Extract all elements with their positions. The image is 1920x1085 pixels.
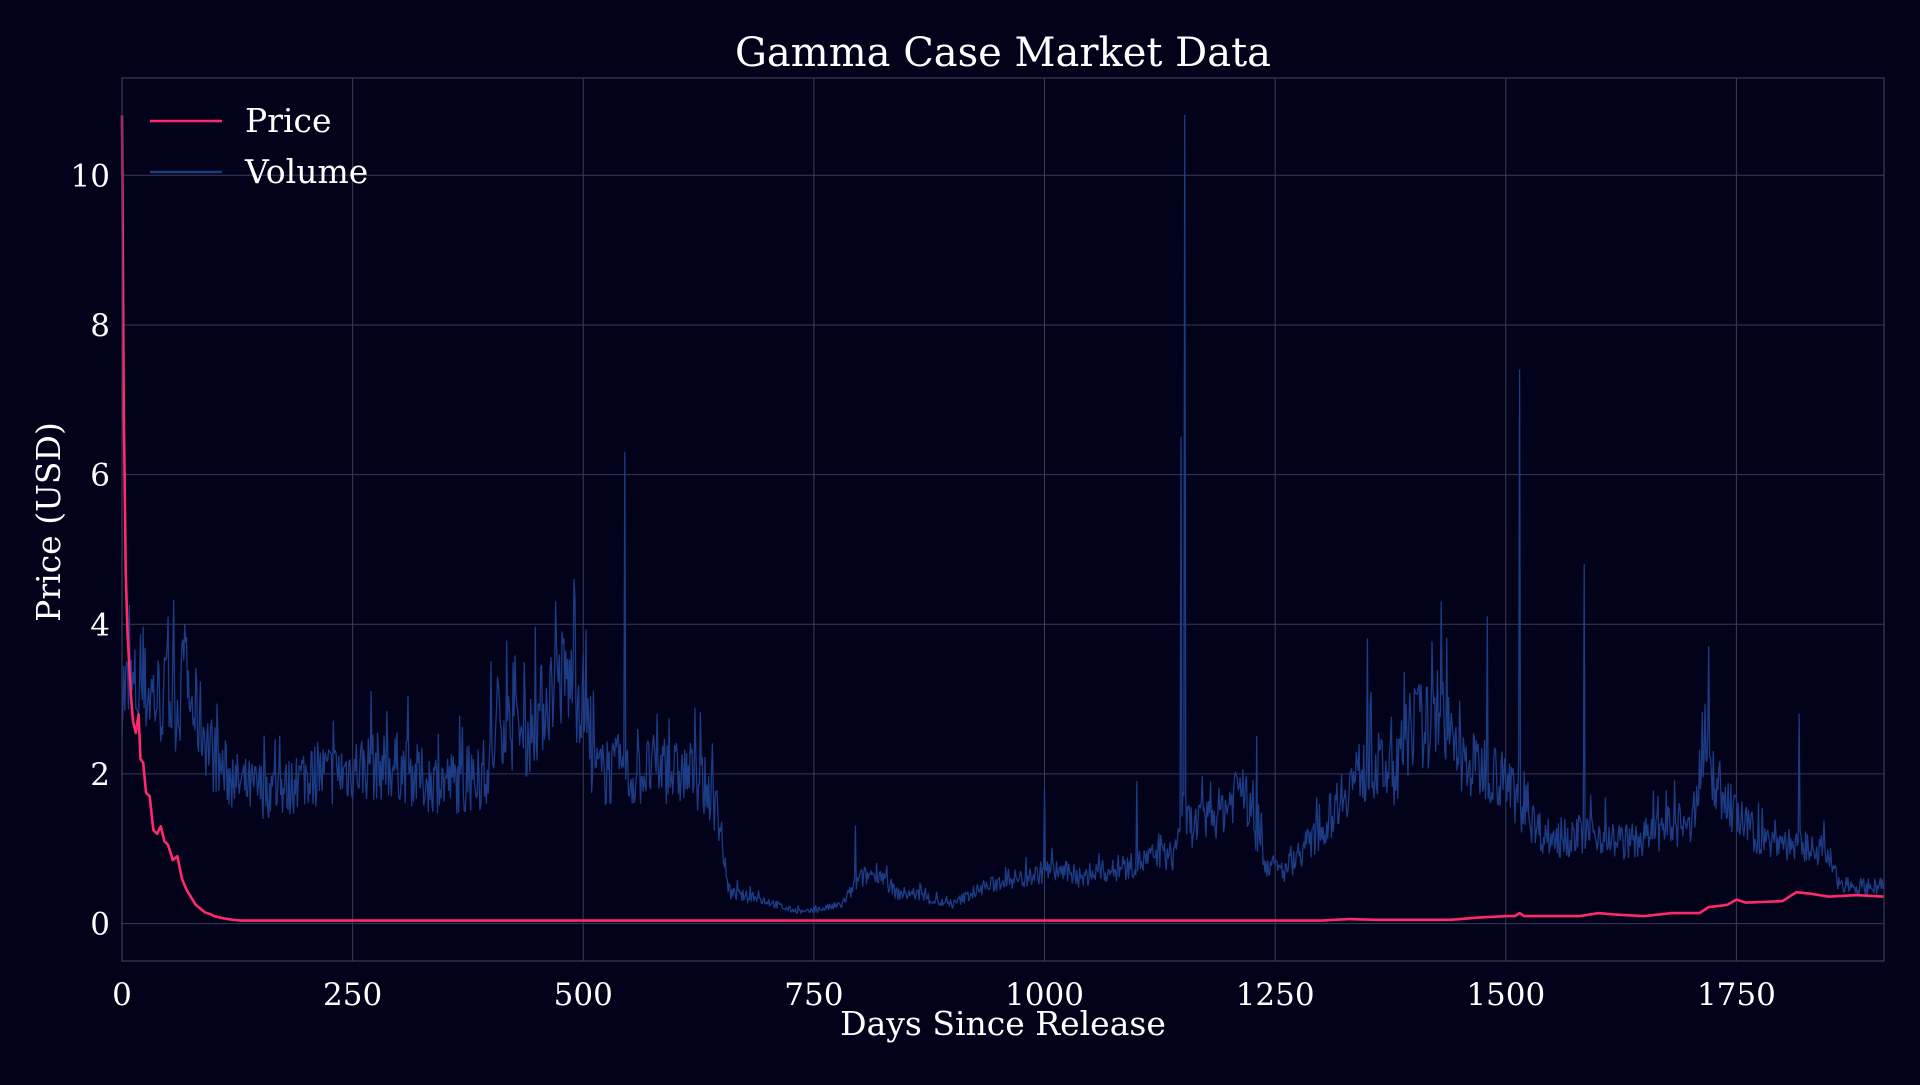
volume-series-layer — [121, 114, 1885, 915]
x-tick-label: 500 — [554, 977, 613, 1013]
legend: Price Volume — [150, 101, 368, 191]
x-tick-label: 1500 — [1466, 977, 1545, 1013]
y-tick-label: 2 — [90, 757, 110, 793]
x-tick-label: 0 — [112, 977, 132, 1013]
price-series-layer — [120, 115, 1885, 922]
x-tick-label: 1750 — [1697, 977, 1776, 1013]
y-axis-label: Price (USD) — [29, 422, 68, 622]
x-tick-label: 1250 — [1236, 977, 1315, 1013]
legend-volume-label: Volume — [244, 152, 368, 191]
x-tick-label: 250 — [323, 977, 382, 1013]
y-axis-ticks: 0 2 4 6 8 10 — [71, 158, 110, 942]
y-tick-label: 0 — [90, 907, 110, 943]
y-tick-label: 4 — [90, 607, 110, 643]
x-tick-label: 750 — [784, 977, 843, 1013]
volume-line — [121, 114, 1885, 915]
y-tick-label: 8 — [90, 308, 110, 344]
x-axis-ticks: 0 250 500 750 1000 1250 1500 1750 — [112, 977, 1776, 1013]
plot-frame — [121, 77, 1885, 962]
grid-layer — [121, 78, 1884, 961]
price-line — [120, 115, 1885, 922]
chart-title: Gamma Case Market Data — [735, 30, 1271, 76]
y-tick-label: 10 — [71, 158, 110, 194]
x-axis-label: Days Since Release — [840, 1004, 1166, 1043]
x-tick-label: 1000 — [1005, 977, 1084, 1013]
legend-price-label: Price — [245, 101, 332, 140]
y-tick-label: 6 — [90, 458, 110, 494]
